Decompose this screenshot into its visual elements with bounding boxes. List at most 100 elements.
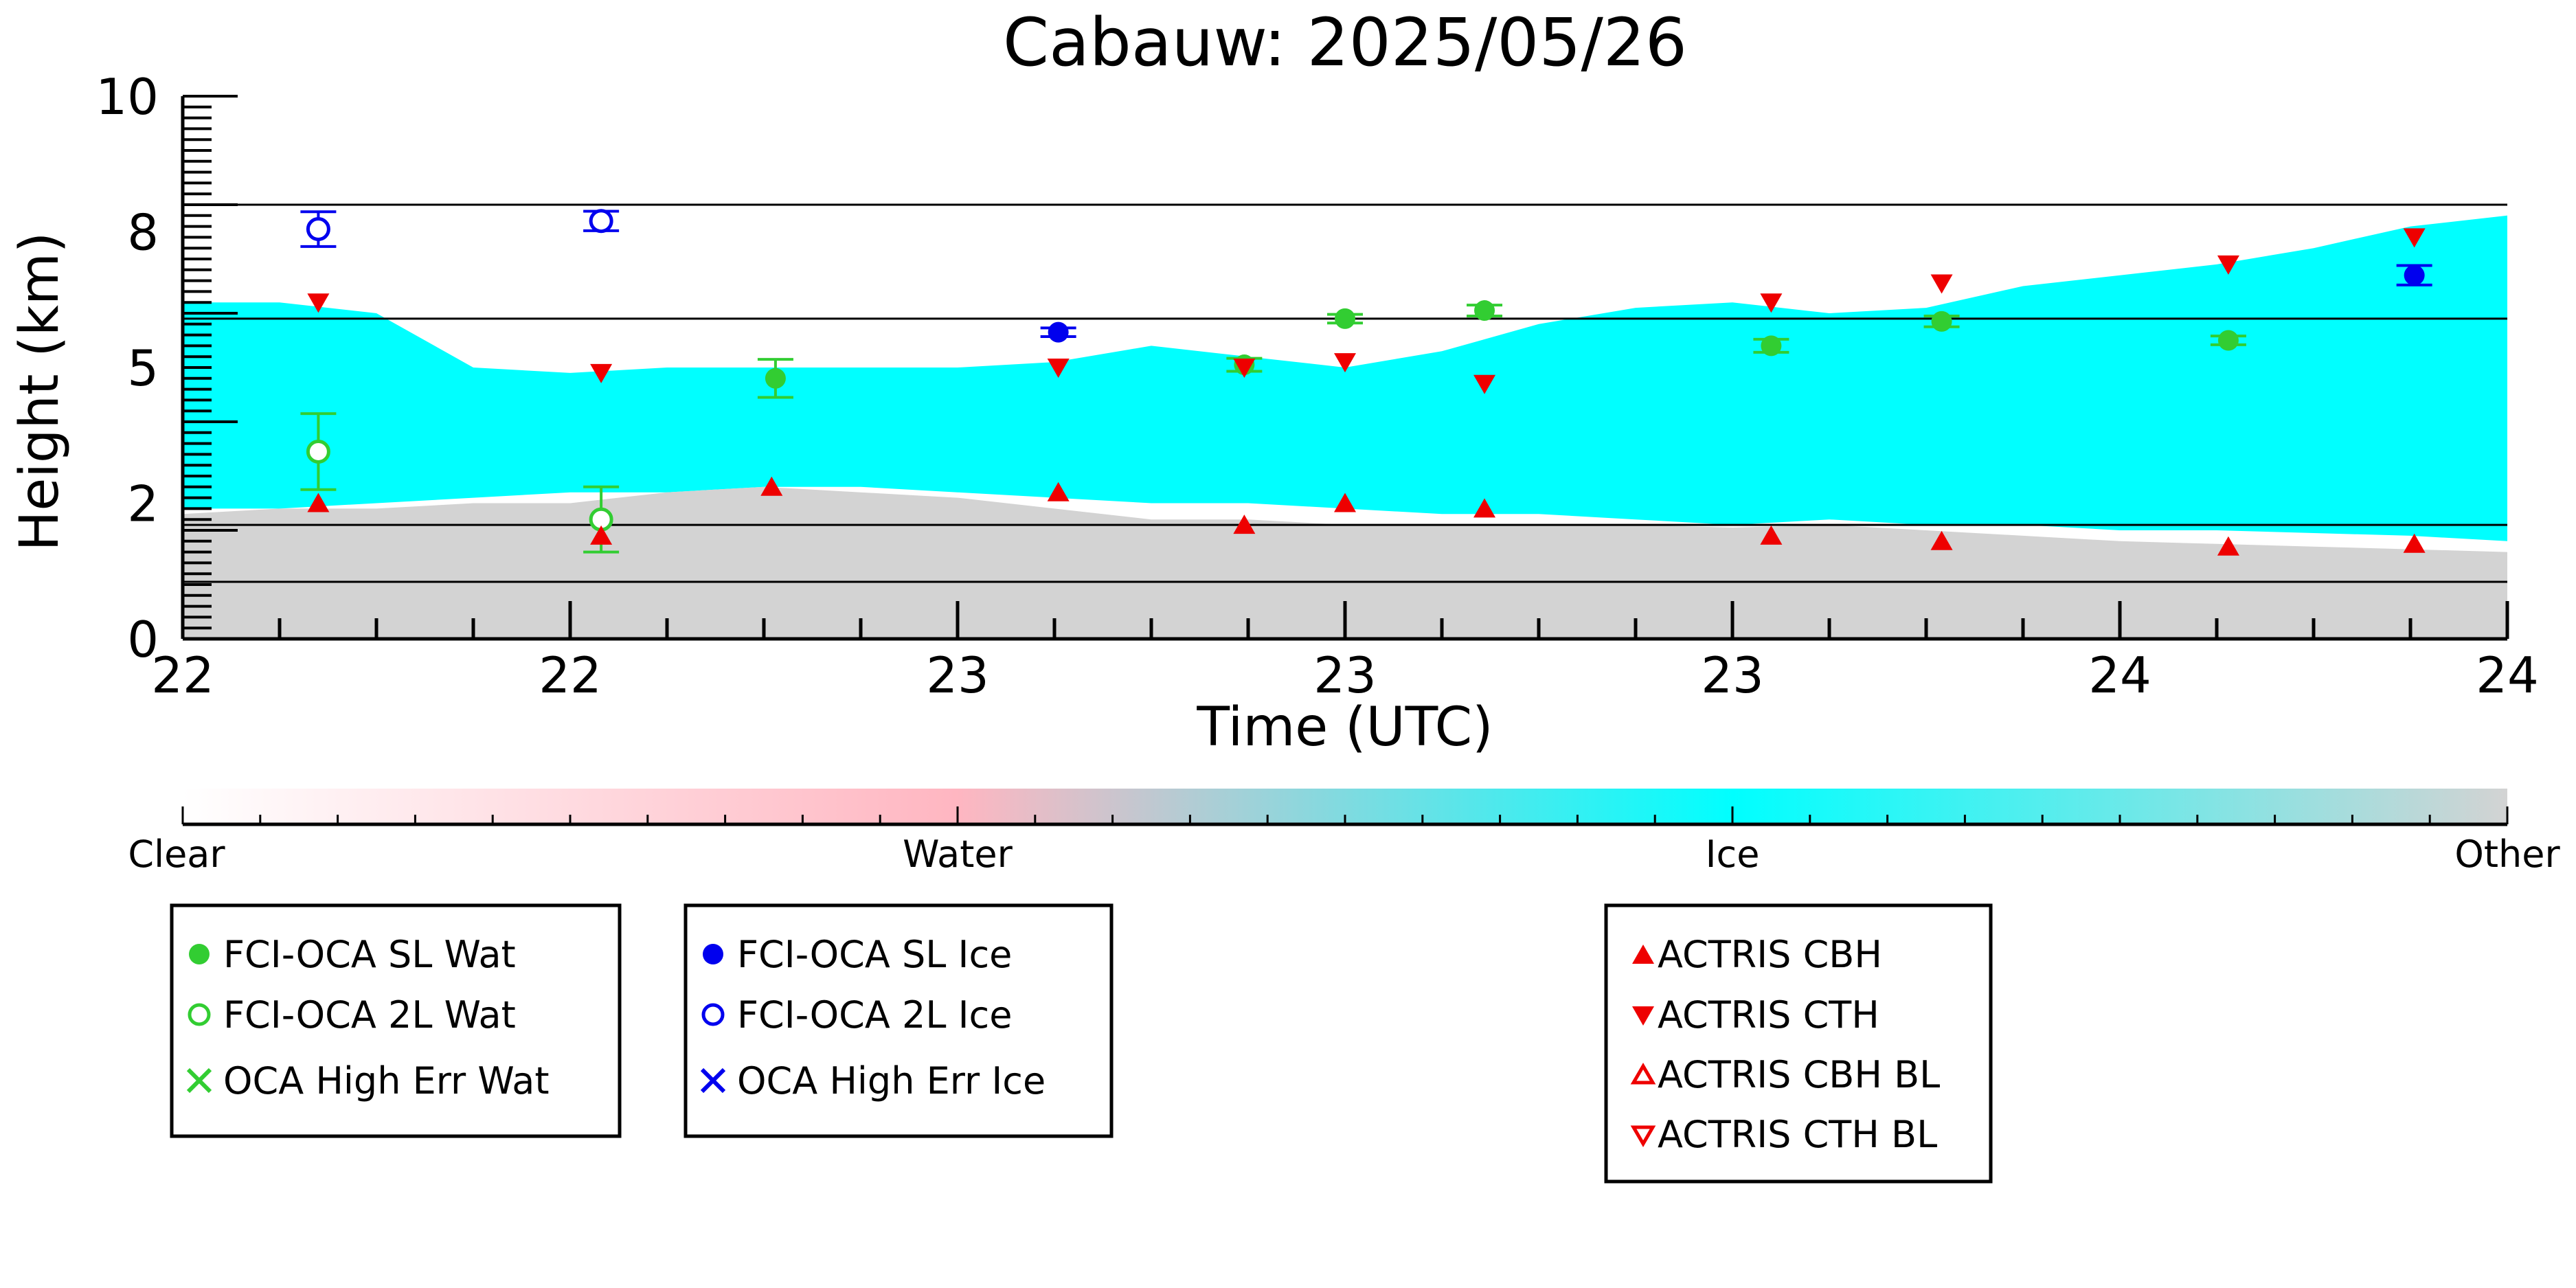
fci-oca-sl-wat-marker-3 xyxy=(1474,300,1495,321)
actris-cbh-marker-4 xyxy=(1233,515,1256,534)
fci-oca-sl-wat-marker-4 xyxy=(1761,335,1782,357)
colorbar-label-other: Other xyxy=(2454,833,2560,876)
colorbar-label-clear: Clear xyxy=(128,833,225,876)
actris-cth-point-1 xyxy=(590,363,613,383)
actris-cth-point-7 xyxy=(1930,274,1953,294)
actris-cbh-marker-3 xyxy=(1047,482,1070,501)
actris-cth-marker-4 xyxy=(1334,353,1356,373)
legend-marker-2l-wat xyxy=(188,1003,211,1026)
legend-label-cbh: ACTRIS CBH xyxy=(1658,933,1882,976)
actris-cth-point-0 xyxy=(307,293,330,313)
fci-oca-sl-wat-point-4 xyxy=(1753,335,1789,357)
actris-cbh-point-10 xyxy=(2403,533,2426,553)
legend-label-sl-ice: FCI-OCA SL Ice xyxy=(737,933,1012,976)
y-tick-label-4: 10 xyxy=(95,68,159,126)
x-axis-label: Time (UTC) xyxy=(1196,697,1493,758)
actris-cth-point-6 xyxy=(1760,293,1783,313)
legend-label-cbh-bl: ACTRIS CBH BL xyxy=(1658,1053,1940,1096)
actris-cth-marker-0 xyxy=(307,293,330,313)
legend-ice-frame xyxy=(683,903,1114,1138)
actris-cbh-marker-9 xyxy=(2217,536,2239,556)
x-tick-label-1: 22 xyxy=(539,646,602,704)
axes: 0 2 5 8 10 22 22 23 23 23 24 24 xyxy=(95,68,2538,704)
actris-cbh-marker-7 xyxy=(1760,525,1783,545)
actris-cbh-marker-0 xyxy=(307,493,330,512)
legend-marker-cth xyxy=(1632,1006,1654,1026)
ice-cloud-region xyxy=(183,215,2507,541)
actris-cbh-point-3 xyxy=(1047,482,1070,501)
legend-marker-cbh xyxy=(1632,945,1654,964)
legend-label-sl-wat: FCI-OCA SL Wat xyxy=(223,933,516,976)
legend-marker-sl-wat xyxy=(189,944,210,964)
actris-cbh-marker-2 xyxy=(760,476,783,496)
y-tick-label-0: 0 xyxy=(127,611,159,668)
legend-actris-frame xyxy=(1604,903,1993,1184)
legend-marker-cbh-bl xyxy=(1630,1063,1656,1085)
actris-cbh-point-9 xyxy=(2217,536,2239,556)
legend-ice: FCI-OCA SL Ice FCI-OCA 2L Ice OCA High E… xyxy=(683,903,1114,1138)
y-tick-label-1: 2 xyxy=(127,475,159,533)
actris-cbh-point-7 xyxy=(1760,525,1783,545)
actris-cth-point-5 xyxy=(1473,374,1496,394)
actris-cth-marker-8 xyxy=(2217,255,2239,275)
fci-oca-2l-wat-marker-0 xyxy=(306,439,330,464)
actris-cth-marker-6 xyxy=(1760,293,1783,313)
actris-cth-point-8 xyxy=(2217,255,2239,275)
actris-cth-point-3 xyxy=(1233,359,1256,378)
chart-title: Cabauw: 2025/05/26 xyxy=(1003,4,1687,81)
actris-cth-marker-3 xyxy=(1233,359,1256,378)
fci-oca-sl-ice-point-1 xyxy=(2396,264,2432,286)
legend-label-higherr-ice: OCA High Err Ice xyxy=(737,1059,1046,1103)
fci-oca-2l-ice-marker-0 xyxy=(306,217,330,242)
y-tick-label-2: 5 xyxy=(127,339,159,397)
colorbar-label-ice: Ice xyxy=(1706,833,1760,876)
actris-cbh-point-8 xyxy=(1930,530,1953,550)
x-tick-label-5: 24 xyxy=(2088,646,2151,704)
actris-cth-marker-9 xyxy=(2403,228,2426,248)
actris-cth-point-4 xyxy=(1334,353,1356,373)
actris-cbh-marker-5 xyxy=(1334,493,1356,512)
actris-cbh-point-2 xyxy=(760,476,783,496)
y-axis-label: Height (km) xyxy=(9,232,71,552)
actris-cth-point-9 xyxy=(2403,228,2426,248)
x-tick-label-6: 24 xyxy=(2476,646,2539,704)
actris-cth-marker-5 xyxy=(1473,374,1496,394)
actris-cbh-point-1 xyxy=(590,525,613,545)
x-tick-label-2: 23 xyxy=(926,646,989,704)
legend-marker-cth-bl xyxy=(1630,1125,1656,1147)
fci-oca-2l-wat-point-0 xyxy=(300,412,337,491)
fci-oca-sl-wat-point-0 xyxy=(757,358,793,399)
legend-marker-higherr-wat xyxy=(186,1067,212,1094)
legend-marker-sl-ice xyxy=(703,944,723,964)
cloud-mask xyxy=(183,215,2507,639)
legend-marker-higherr-ice xyxy=(700,1067,726,1094)
legend-label-higherr-wat: OCA High Err Wat xyxy=(223,1059,550,1103)
actris-cth-marker-1 xyxy=(590,363,613,383)
legend-label-2l-ice: FCI-OCA 2L Ice xyxy=(737,993,1012,1037)
legend-water: FCI-OCA SL Wat FCI-OCA 2L Wat OCA High E… xyxy=(170,903,622,1138)
legend-marker-2l-ice xyxy=(701,1003,725,1026)
fci-oca-sl-ice-marker-0 xyxy=(1048,321,1069,343)
actris-cbh-marker-8 xyxy=(1930,530,1953,550)
actris-cbh-point-5 xyxy=(1334,493,1356,512)
fci-oca-sl-wat-marker-2 xyxy=(1335,308,1355,329)
colorbar: Clear Water Ice Other xyxy=(128,789,2560,876)
x-tick-label-3: 23 xyxy=(1313,646,1377,704)
actris-cbh-marker-10 xyxy=(2403,533,2426,553)
actris-cbh-point-0 xyxy=(307,493,330,512)
colorbar-label-water: Water xyxy=(903,833,1013,876)
data-marks xyxy=(300,209,2432,556)
fci-oca-2l-ice-marker-1 xyxy=(589,209,613,234)
legend-label-2l-wat: FCI-OCA 2L Wat xyxy=(223,993,516,1037)
colorbar-ticks xyxy=(181,806,2509,824)
fci-oca-sl-wat-marker-5 xyxy=(1931,310,1952,332)
fci-oca-sl-wat-marker-0 xyxy=(765,368,786,389)
fci-oca-sl-wat-point-6 xyxy=(2210,330,2246,351)
fci-oca-sl-ice-marker-1 xyxy=(2404,264,2425,286)
actris-cth-marker-2 xyxy=(1047,359,1070,378)
actris-cbh-marker-6 xyxy=(1473,498,1496,518)
legend-label-cth: ACTRIS CTH xyxy=(1658,993,1879,1037)
fci-oca-sl-ice-point-0 xyxy=(1040,321,1076,343)
fci-oca-sl-wat-marker-6 xyxy=(2217,330,2239,351)
